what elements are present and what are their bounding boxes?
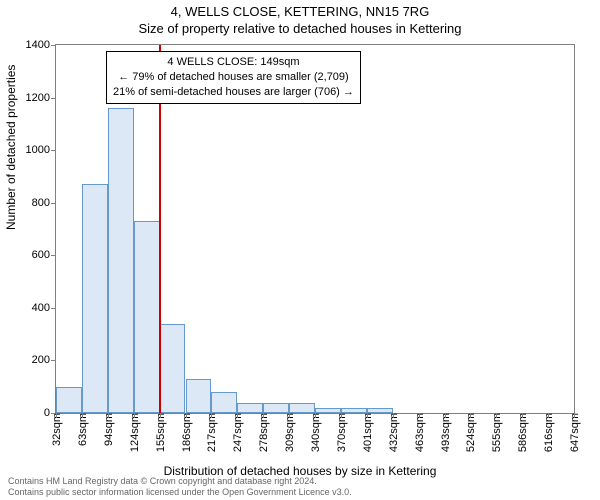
x-tick-mark <box>289 413 290 418</box>
x-tick-label: 370sqm <box>334 413 348 452</box>
x-tick-label: 647sqm <box>567 413 581 452</box>
x-tick-mark <box>211 413 212 418</box>
annotation-line-1: 4 WELLS CLOSE: 149sqm <box>113 55 354 70</box>
x-tick-label: 616sqm <box>541 413 555 452</box>
x-tick-mark <box>470 413 471 418</box>
x-tick-mark <box>419 413 420 418</box>
histogram-bar <box>263 403 289 414</box>
x-tick-label: 463sqm <box>412 413 426 452</box>
y-tick-mark <box>51 308 56 309</box>
footer-line-2: Contains public sector information licen… <box>8 487 352 498</box>
x-tick-mark <box>367 413 368 418</box>
histogram-bar <box>186 379 212 413</box>
x-tick-label: 309sqm <box>282 413 296 452</box>
histogram-bar <box>160 324 186 413</box>
x-tick-label: 340sqm <box>308 413 322 452</box>
x-tick-mark <box>108 413 109 418</box>
x-tick-mark <box>341 413 342 418</box>
x-tick-label: 586sqm <box>515 413 529 452</box>
chart-title-1: 4, WELLS CLOSE, KETTERING, NN15 7RG <box>0 4 600 19</box>
x-tick-mark <box>548 413 549 418</box>
chart-title-2: Size of property relative to detached ho… <box>0 21 600 36</box>
x-tick-mark <box>56 413 57 418</box>
footer-line-1: Contains HM Land Registry data © Crown c… <box>8 476 352 487</box>
x-tick-label: 555sqm <box>489 413 503 452</box>
x-tick-mark <box>186 413 187 418</box>
y-axis-label: Number of detached properties <box>4 65 18 230</box>
histogram-bar <box>237 403 263 414</box>
histogram-bar <box>56 387 82 413</box>
x-tick-mark <box>82 413 83 418</box>
histogram-bar <box>341 408 367 413</box>
histogram-bar <box>367 408 393 413</box>
x-tick-mark <box>134 413 135 418</box>
histogram-bar <box>211 392 237 413</box>
x-tick-label: 247sqm <box>230 413 244 452</box>
histogram-bar <box>134 221 160 413</box>
x-tick-label: 217sqm <box>204 413 218 452</box>
x-tick-label: 278sqm <box>256 413 270 452</box>
x-tick-label: 493sqm <box>438 413 452 452</box>
x-tick-mark <box>496 413 497 418</box>
footer-attribution: Contains HM Land Registry data © Crown c… <box>8 476 352 498</box>
x-tick-label: 155sqm <box>153 413 167 452</box>
histogram-bar <box>108 108 134 413</box>
y-tick-mark <box>51 150 56 151</box>
histogram-bar <box>315 408 341 413</box>
histogram-bar <box>82 184 108 413</box>
annotation-line-3: 21% of semi-detached houses are larger (… <box>113 85 354 100</box>
y-tick-mark <box>51 255 56 256</box>
x-tick-label: 524sqm <box>463 413 477 452</box>
y-tick-mark <box>51 203 56 204</box>
y-tick-mark <box>51 45 56 46</box>
x-tick-mark <box>522 413 523 418</box>
x-tick-mark <box>237 413 238 418</box>
x-tick-label: 124sqm <box>127 413 141 452</box>
chart-plot-area: 020040060080010001200140032sqm63sqm94sqm… <box>55 44 575 414</box>
x-tick-mark <box>445 413 446 418</box>
marker-annotation: 4 WELLS CLOSE: 149sqm ← 79% of detached … <box>106 51 361 104</box>
x-tick-mark <box>393 413 394 418</box>
y-tick-mark <box>51 360 56 361</box>
x-tick-mark <box>574 413 575 418</box>
histogram-bar <box>289 403 315 414</box>
x-tick-label: 401sqm <box>360 413 374 452</box>
x-tick-label: 432sqm <box>386 413 400 452</box>
annotation-line-2: ← 79% of detached houses are smaller (2,… <box>113 70 354 85</box>
x-tick-mark <box>263 413 264 418</box>
y-tick-mark <box>51 98 56 99</box>
x-tick-mark <box>315 413 316 418</box>
x-tick-mark <box>160 413 161 418</box>
x-tick-label: 186sqm <box>179 413 193 452</box>
